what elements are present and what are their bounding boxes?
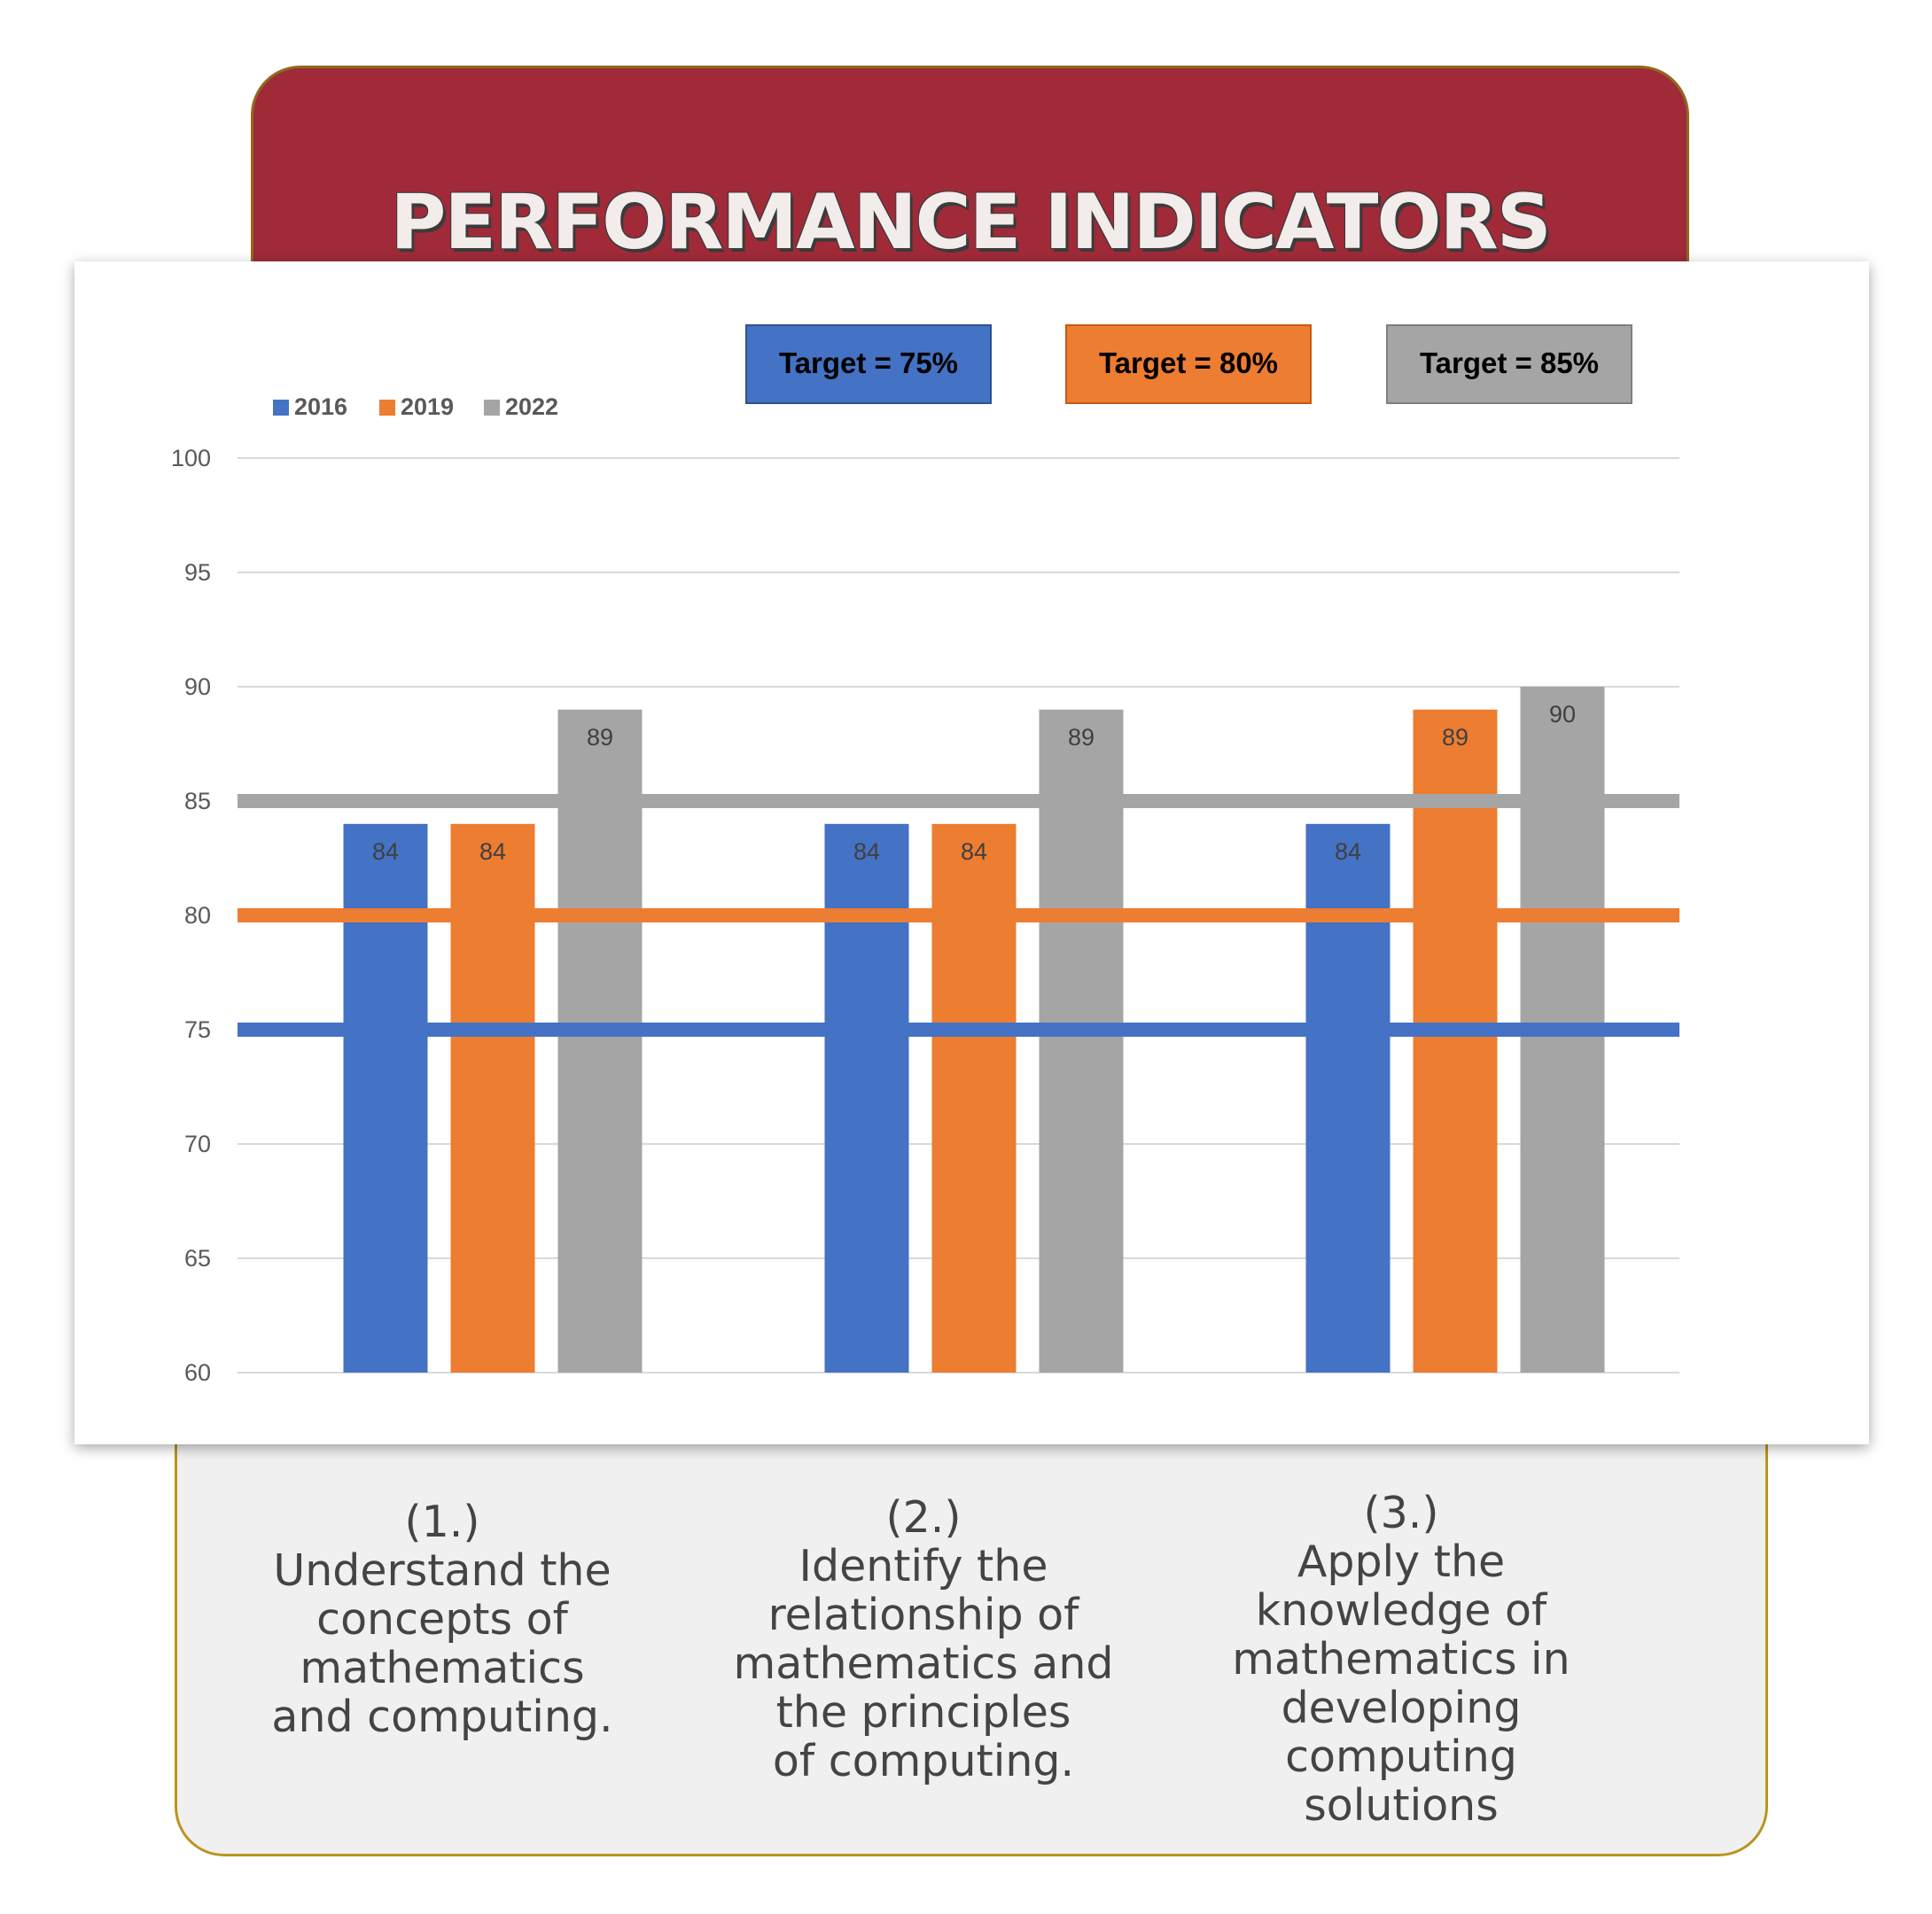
target-label: Target = 75% — [779, 346, 958, 379]
data-label: 84 — [372, 838, 399, 865]
data-label: 89 — [587, 724, 613, 751]
data-label: 84 — [1335, 838, 1361, 865]
chart-card: 60 65 70 75 80 85 90 95 100 84 84 89 84 84 89 84 89 90 201… — [74, 261, 1869, 1444]
y-tick-label: 60 — [184, 1359, 211, 1386]
target-box — [1065, 324, 1312, 404]
legend-label: 2022 — [505, 393, 558, 420]
outcome-number: (2.) — [885, 1492, 962, 1543]
legend-swatch — [273, 400, 289, 416]
bar — [343, 823, 428, 1373]
target-label: Target = 80% — [1099, 346, 1278, 379]
legend-label: 2016 — [294, 393, 347, 420]
outcome-text: Understand the concepts of mathematics a… — [271, 1545, 613, 1742]
outcomes-panel: (1.) Understand the concepts of mathemat… — [175, 1382, 1768, 1856]
y-tick-label: 100 — [171, 445, 211, 471]
data-label: 84 — [853, 838, 880, 865]
bar — [931, 823, 1017, 1373]
data-label: 89 — [1442, 724, 1468, 751]
outcome-text: Identify the relationship of mathematics… — [733, 1541, 1114, 1786]
outcome-text: Apply the knowledge of mathematics in de… — [1232, 1537, 1570, 1831]
data-label: 84 — [479, 838, 506, 865]
y-tick-label: 75 — [184, 1016, 211, 1043]
y-tick-label: 90 — [184, 673, 211, 700]
y-tick-label: 85 — [184, 788, 211, 814]
bar — [1039, 709, 1124, 1373]
target-line — [238, 908, 1679, 922]
legend-swatch — [484, 400, 500, 416]
bar — [1305, 823, 1391, 1373]
data-label: 89 — [1068, 724, 1095, 751]
outcome-2: (2.) Identify the relationship of mathem… — [711, 1493, 1136, 1786]
outcome-number: (1.) — [404, 1497, 480, 1547]
bar-chart: 60 65 70 75 80 85 90 95 100 84 84 89 84 84 89 84 89 90 201… — [171, 324, 1679, 1386]
y-tick-label: 95 — [184, 559, 211, 586]
data-label: 90 — [1549, 701, 1576, 727]
legend-label: 2019 — [401, 393, 454, 420]
bar — [450, 823, 535, 1373]
target-line — [238, 1023, 1679, 1037]
bar — [824, 823, 909, 1373]
y-tick-label: 70 — [184, 1131, 211, 1157]
data-label: 84 — [961, 838, 987, 865]
target-line — [238, 794, 1679, 808]
bar — [1413, 709, 1498, 1373]
outcome-number: (3.) — [1363, 1488, 1439, 1538]
y-tick-label: 80 — [184, 902, 211, 929]
target-box — [745, 324, 992, 404]
target-label: Target = 85% — [1420, 346, 1599, 379]
bar — [557, 709, 643, 1373]
outcome-3: (3.) Apply the knowledge of mathematics … — [1188, 1489, 1614, 1830]
legend-swatch — [379, 400, 395, 416]
y-tick-label: 65 — [184, 1245, 211, 1272]
outcome-1: (1.) Understand the concepts of mathemat… — [230, 1498, 655, 1741]
page-title: PERFORMANCE INDICATORS — [390, 178, 1551, 267]
target-box — [1386, 324, 1632, 404]
